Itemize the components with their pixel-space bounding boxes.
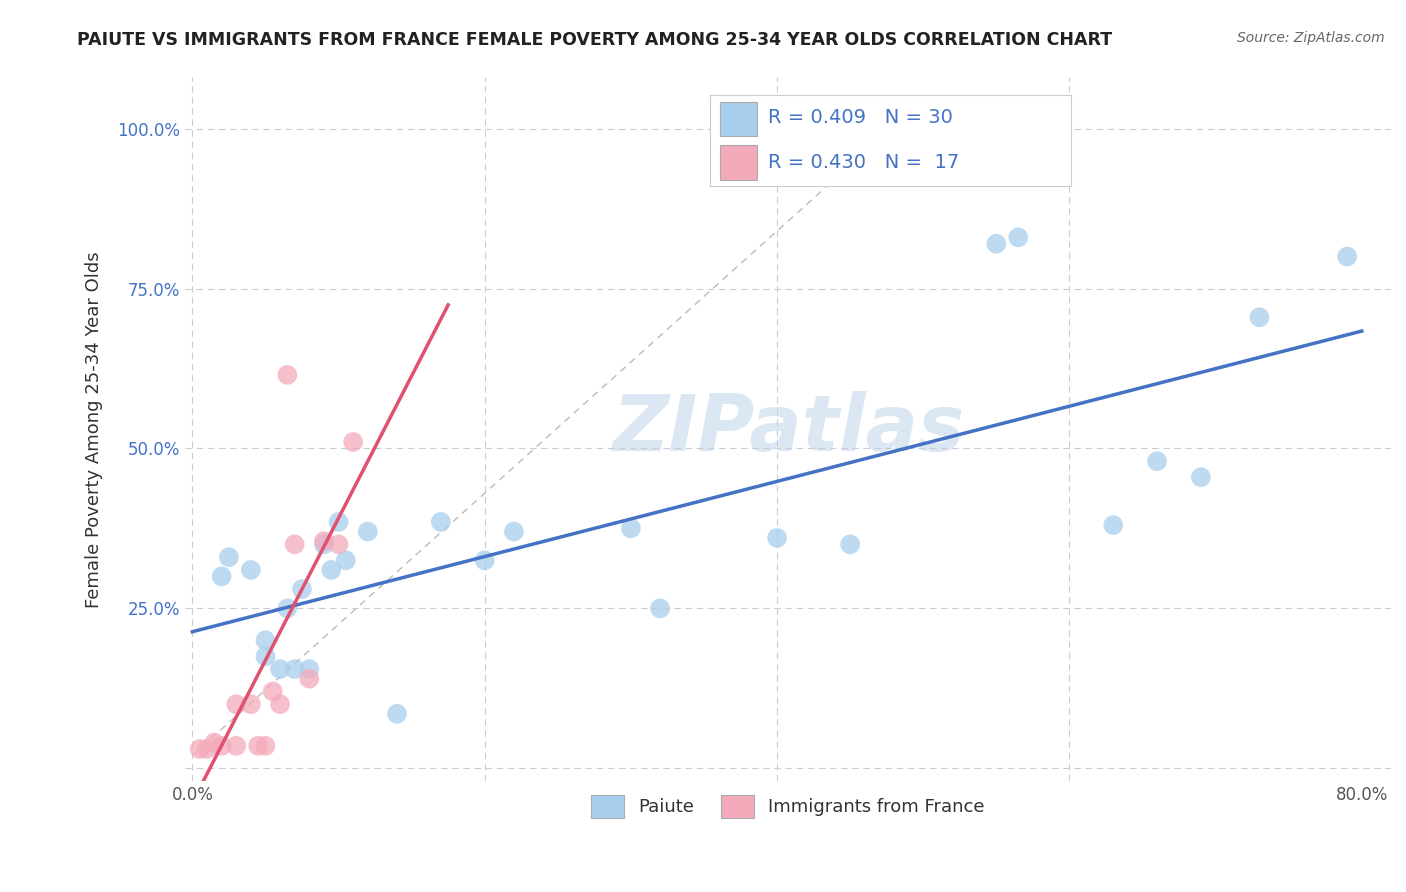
Point	[1189, 470, 1212, 484]
Point	[269, 662, 291, 676]
Point	[335, 553, 357, 567]
Point	[1336, 250, 1358, 264]
Point	[328, 515, 350, 529]
Point	[195, 742, 218, 756]
Point	[430, 515, 453, 529]
Point	[291, 582, 314, 596]
Point	[239, 563, 262, 577]
Point	[1249, 310, 1271, 325]
Legend: Paiute, Immigrants from France: Paiute, Immigrants from France	[583, 789, 991, 825]
Point	[474, 553, 496, 567]
Point	[188, 742, 211, 756]
Point	[284, 537, 307, 551]
Point	[312, 534, 335, 549]
Point	[328, 537, 350, 551]
Point	[385, 706, 408, 721]
Point	[298, 672, 321, 686]
Text: ZIPatlas: ZIPatlas	[612, 392, 965, 467]
Point	[986, 236, 1008, 251]
Point	[211, 569, 233, 583]
Point	[284, 662, 307, 676]
Point	[321, 563, 343, 577]
Point	[225, 698, 247, 712]
Point	[211, 739, 233, 753]
Point	[218, 550, 240, 565]
Y-axis label: Female Poverty Among 25-34 Year Olds: Female Poverty Among 25-34 Year Olds	[86, 251, 103, 607]
Point	[262, 684, 284, 698]
Point	[247, 739, 270, 753]
Point	[1102, 518, 1125, 533]
Point	[239, 698, 262, 712]
Point	[254, 739, 277, 753]
Point	[342, 435, 364, 450]
Point	[1146, 454, 1168, 468]
Point	[650, 601, 672, 615]
Point	[298, 662, 321, 676]
Point	[254, 633, 277, 648]
Point	[225, 739, 247, 753]
Point	[276, 368, 298, 382]
Point	[503, 524, 526, 539]
Point	[357, 524, 380, 539]
Point	[254, 649, 277, 664]
Point	[620, 521, 643, 535]
Point	[276, 601, 298, 615]
Point	[312, 537, 335, 551]
Text: Source: ZipAtlas.com: Source: ZipAtlas.com	[1237, 31, 1385, 45]
Point	[766, 531, 789, 545]
Text: PAIUTE VS IMMIGRANTS FROM FRANCE FEMALE POVERTY AMONG 25-34 YEAR OLDS CORRELATIO: PAIUTE VS IMMIGRANTS FROM FRANCE FEMALE …	[77, 31, 1112, 49]
Point	[1007, 230, 1029, 244]
Point	[269, 698, 291, 712]
Point	[839, 537, 862, 551]
Point	[202, 736, 225, 750]
